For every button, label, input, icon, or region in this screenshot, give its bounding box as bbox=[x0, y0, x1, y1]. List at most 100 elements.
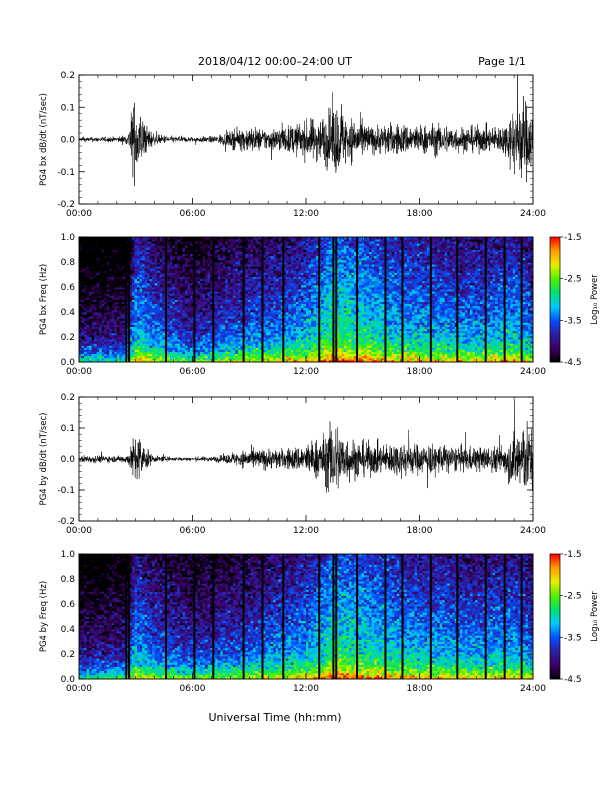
spectrogram-cell bbox=[174, 307, 178, 311]
spectrogram-cell bbox=[235, 339, 239, 342]
spectrogram-cell bbox=[152, 332, 156, 336]
spectrogram-cell bbox=[149, 355, 153, 359]
spectrogram-cell bbox=[91, 264, 95, 267]
spectrogram-cell bbox=[197, 334, 201, 338]
spectrogram-cell bbox=[152, 253, 156, 257]
spectrogram-cell bbox=[197, 355, 201, 359]
spectrogram-cell bbox=[129, 357, 133, 361]
spectrogram-cell bbox=[172, 353, 176, 357]
spectrogram-cell bbox=[245, 341, 249, 344]
spectrogram-cell bbox=[109, 255, 113, 259]
spectrogram-cell bbox=[139, 349, 143, 352]
spectrogram-cell bbox=[237, 259, 241, 263]
spectrogram-cell bbox=[152, 307, 156, 311]
spectrogram-cell bbox=[227, 322, 231, 325]
spectrogram-cell bbox=[187, 357, 191, 361]
spectrogram-cell bbox=[79, 359, 82, 363]
spectrogram-cell bbox=[235, 284, 239, 288]
spectrogram-cell bbox=[109, 259, 113, 263]
spectrogram-cell bbox=[230, 355, 234, 359]
spectrogram-cell bbox=[144, 355, 148, 359]
spectrogram-cell bbox=[174, 266, 178, 269]
spectrogram-cell bbox=[134, 257, 138, 261]
spectrogram-cell bbox=[144, 299, 148, 302]
spectrogram-cell bbox=[232, 255, 236, 259]
spectrogram-cell bbox=[245, 349, 249, 352]
spectrogram-cell bbox=[159, 280, 163, 284]
spectrogram-cell bbox=[144, 339, 148, 342]
spectrogram-cell bbox=[91, 353, 95, 357]
spectrogram-cell bbox=[79, 326, 82, 330]
spectrogram-cell bbox=[205, 253, 209, 257]
spectrogram-cell bbox=[81, 357, 85, 361]
spectrogram-cell bbox=[255, 274, 259, 277]
spectrogram-cell bbox=[177, 251, 181, 255]
spectrogram-cell bbox=[220, 295, 224, 298]
spectrogram-cell bbox=[94, 309, 98, 313]
spectrogram-cell bbox=[268, 332, 272, 336]
spectrogram-cell bbox=[202, 303, 206, 307]
spectrogram-cell bbox=[235, 276, 239, 280]
spectrogram-cell bbox=[195, 280, 198, 284]
spectrogram-cell bbox=[131, 337, 135, 340]
spectrogram-cell bbox=[250, 316, 254, 319]
spectrogram-cell bbox=[96, 334, 100, 338]
spectrogram-cell bbox=[154, 257, 158, 261]
spectrogram-cell bbox=[81, 284, 85, 288]
spectrogram-cell bbox=[189, 347, 193, 350]
spectrogram-cell bbox=[157, 307, 161, 311]
spectrogram-cell bbox=[195, 326, 198, 330]
spectrogram-cell bbox=[81, 241, 85, 244]
spectrogram-cell bbox=[111, 237, 115, 240]
spectrogram-cell bbox=[268, 324, 272, 327]
spectrogram-cell bbox=[263, 247, 267, 250]
spectrogram-cell bbox=[220, 257, 224, 261]
spectrogram-cell bbox=[106, 249, 110, 252]
spectrogram-cell bbox=[237, 274, 241, 277]
spectrogram-cell bbox=[205, 282, 209, 286]
spectrogram-cell bbox=[152, 357, 156, 361]
spectrogram-cell bbox=[174, 339, 178, 342]
spectrogram-cell bbox=[247, 301, 251, 305]
spectrogram-cell bbox=[232, 291, 236, 294]
spectrogram-cell bbox=[189, 314, 193, 317]
spectrogram-cell bbox=[210, 349, 214, 352]
spectrogram-cell bbox=[258, 341, 261, 344]
spectrogram-cell bbox=[253, 353, 256, 357]
spectrogram-cell bbox=[131, 289, 135, 292]
spectrogram-cell bbox=[137, 291, 140, 294]
spectrogram-cell bbox=[94, 318, 98, 321]
spectrogram-cell bbox=[202, 251, 206, 255]
spectrogram-cell bbox=[149, 284, 153, 288]
spectrogram-cell bbox=[195, 293, 198, 296]
spectrogram-cell bbox=[245, 278, 249, 282]
spectrogram-cell bbox=[230, 280, 234, 284]
spectrogram-cell bbox=[225, 320, 229, 323]
spectrogram-cell bbox=[200, 278, 203, 282]
spectrogram-cell bbox=[159, 345, 163, 348]
spectrogram-cell bbox=[101, 251, 105, 255]
spectrogram-cell bbox=[94, 284, 98, 288]
spectrogram-cell bbox=[101, 253, 105, 257]
spectrogram-cell bbox=[184, 297, 188, 300]
spectrogram-cell bbox=[116, 332, 120, 336]
spectrogram-cell bbox=[195, 320, 198, 323]
spectrogram-cell bbox=[139, 278, 143, 282]
spectrogram-cell bbox=[84, 312, 87, 315]
spectrogram-cell bbox=[189, 255, 193, 259]
spectrogram-cell bbox=[94, 314, 98, 317]
spectrogram-cell bbox=[104, 353, 108, 357]
spectrogram-cell bbox=[104, 355, 108, 359]
spectrogram-cell bbox=[116, 284, 120, 288]
spectrogram-cell bbox=[134, 251, 138, 255]
spectrogram-cell bbox=[84, 270, 87, 273]
spectrogram-cell bbox=[200, 249, 203, 252]
spectrogram-cell bbox=[179, 274, 183, 277]
spectrogram-cell bbox=[134, 299, 138, 302]
spectrogram-cell bbox=[149, 307, 153, 311]
spectrogram-cell bbox=[250, 324, 254, 327]
spectrogram-cell bbox=[172, 259, 176, 263]
spectrogram-cell bbox=[174, 345, 178, 348]
spectrogram-cell bbox=[187, 341, 191, 344]
spectrogram-cell bbox=[119, 339, 123, 342]
